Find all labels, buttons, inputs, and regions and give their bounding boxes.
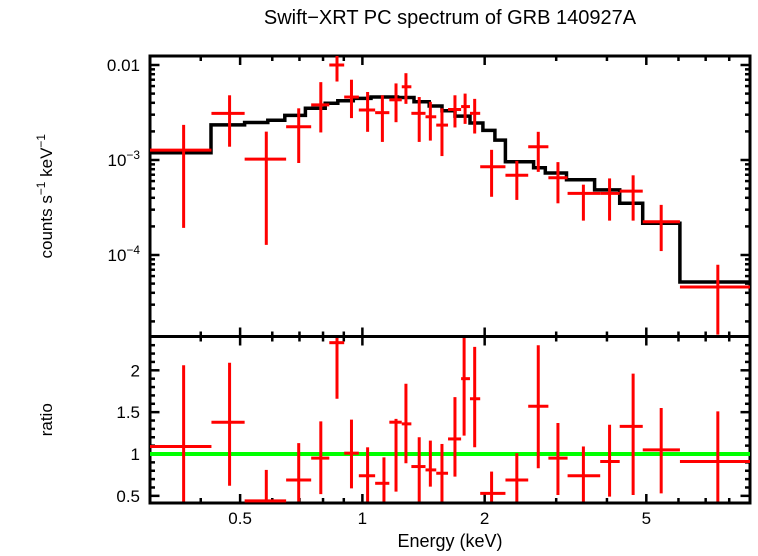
spectrum-data-point (211, 95, 245, 147)
ratio-data-point (401, 383, 412, 464)
ratio-data-point (150, 365, 212, 502)
energy-axis-tick-label: 0.5 (228, 509, 252, 528)
spectrum-data-point (619, 175, 643, 221)
spectrum-data-point (425, 101, 437, 141)
ratio-axis-tick-label: 0.5 (116, 487, 140, 506)
energy-axis-tick-label: 5 (642, 509, 651, 528)
spectrum-data-point (528, 131, 549, 172)
ratio-data-point (286, 443, 312, 502)
ratio-data-point (344, 419, 359, 489)
ratio-data-point (469, 346, 481, 448)
spectrum-data-point (461, 93, 470, 124)
counts-axis-title: counts s−1 keV−1 (34, 134, 56, 259)
ratio-data-point (425, 440, 437, 487)
spectrum-data-point (567, 184, 601, 221)
spectrum-data-point (448, 95, 462, 128)
spectrum-data-point (389, 83, 402, 123)
spectrum-data-point (548, 162, 568, 204)
ratio-data-point (448, 397, 462, 477)
ratio-axis-tick-label: 2 (131, 361, 140, 380)
axis-labels-group: 0.01 10−3 10−4 0.5 1 1.5 2 0.5 1 2 5 Energy (keV) co… (34, 56, 651, 551)
ratio-data-point (461, 338, 470, 436)
spectrum-data-point (469, 98, 481, 134)
spectrum-data-point (286, 108, 312, 163)
ratio-data-point (389, 418, 402, 492)
ratio-data-point (436, 443, 449, 502)
plot-title: Swift−XRT PC spectrum of GRB 140927A (263, 7, 637, 29)
ratio-axis-title: ratio (37, 403, 56, 436)
spectrum-data-point (344, 79, 359, 119)
ratio-data-point (528, 345, 549, 469)
spectrum-data-point (679, 264, 750, 335)
spectrum-data-point (311, 82, 330, 133)
ratio-axis-tick-label: 1 (131, 445, 140, 464)
ratio-data-point (619, 373, 643, 496)
ratio-data-point (211, 362, 245, 486)
spectrum-data-point (244, 131, 287, 245)
ratio-data-point (548, 423, 568, 496)
ratio-panel (148, 335, 752, 505)
counts-axis-tick-label: 0.01 (107, 56, 140, 75)
spectrum-data-point (329, 56, 345, 82)
ratio-data-point (480, 471, 506, 502)
spectrum-data-point (375, 95, 390, 142)
ratio-data-point (375, 457, 390, 502)
spectrum-data-point (411, 97, 426, 142)
energy-axis-tick-label: 1 (358, 509, 367, 528)
ratio-data-point (411, 437, 426, 502)
ratio-data-point (329, 338, 345, 399)
spectrum-data-point (505, 160, 529, 200)
ratio-data-point (244, 469, 287, 503)
top-panel (148, 54, 752, 338)
spectrum-data-point (600, 178, 620, 221)
ratio-data-point (311, 421, 330, 495)
ratio-data-point (679, 411, 750, 502)
spectrum-data-point (401, 73, 412, 104)
ratio-data-point (600, 424, 620, 497)
ratio-data-point (505, 453, 529, 502)
ratio-data-point (567, 446, 601, 502)
top-panel-frame (148, 54, 752, 338)
counts-axis-tick-label: 10−3 (108, 148, 141, 170)
spectrum-data-point (358, 91, 376, 132)
spectrum-data-point (436, 108, 449, 157)
energy-axis-title: Energy (keV) (397, 531, 502, 551)
ratio-data-point (358, 447, 376, 502)
energy-axis-tick-label: 2 (480, 509, 489, 528)
counts-axis-tick-label: 10−4 (108, 243, 141, 265)
spectrum-data-point (150, 124, 212, 228)
model-step-line (150, 95, 750, 284)
ratio-axis-tick-label: 1.5 (116, 403, 140, 422)
spectrum-data-point (480, 149, 506, 197)
spectrum-data-point (642, 204, 680, 252)
ratio-data-point (642, 407, 680, 494)
